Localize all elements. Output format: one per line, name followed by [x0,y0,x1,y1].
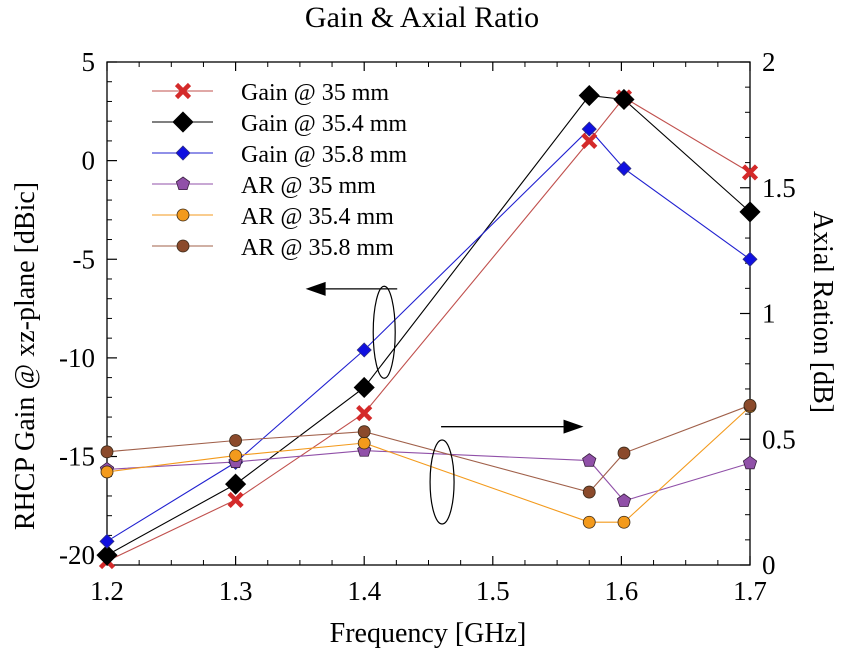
x-tick-label: 1.6 [605,576,639,606]
data-point-series-4 [617,515,631,529]
data-point-series-0 [741,164,759,181]
data-point-series-2 [616,160,632,177]
legend-marker-3 [175,176,191,191]
data-point-series-5 [357,425,371,439]
data-point-series-1 [353,376,375,399]
legend-label-0: Gain @ 35 mm [241,80,389,106]
y-tick-label: 0 [82,146,96,176]
data-point-series-2 [356,342,372,358]
x-tick-label: 1.7 [733,576,767,606]
annotation-ellipse-gain [372,285,396,379]
data-point-series-4 [229,449,243,462]
data-point-series-5 [100,445,114,459]
legend-marker-4 [176,208,190,222]
y2-tick-label: 1 [762,299,776,329]
annotation-ellipse-ar [429,439,455,525]
y-tick-label: -15 [59,442,95,472]
data-point-series-1 [613,88,635,111]
data-point-series-5 [743,398,757,412]
legend-marker-1 [172,111,194,133]
data-point-series-0 [356,405,373,422]
data-point-series-4 [357,436,371,450]
series-line-3 [106,450,751,502]
legend-marker-5 [176,239,190,253]
plot-frame [106,61,751,566]
data-point-series-1 [739,201,761,223]
x-tick-label: 1.2 [90,576,124,606]
y-tick-label: 5 [82,47,96,77]
y-axis-label: RHCP Gain @ xz-plane [dBic] [10,182,41,530]
data-point-series-4 [582,515,596,529]
x-tick-label: 1.4 [347,576,381,606]
annotation-arrowhead-right [563,419,584,434]
x-axis-label: Frequency [GHz] [330,618,527,649]
data-point-series-5 [582,485,596,499]
data-point-series-0 [581,132,598,149]
legend-label-2: Gain @ 35.8 mm [241,142,407,168]
y2-tick-label: 0.5 [762,424,796,454]
legend-label-5: AR @ 35.8 mm [241,235,394,261]
data-point-series-3 [582,453,597,467]
data-point-series-2 [742,251,758,267]
series-line-5 [106,404,751,493]
annotation-arrowhead-left [305,281,326,296]
data-point-series-3 [742,455,758,470]
y2-tick-label: 2 [762,47,776,77]
data-point-series-0 [227,491,244,508]
chart-title: Gain & Axial Ratio [305,1,539,34]
data-point-series-3 [616,493,632,507]
legend-marker-2 [175,145,191,161]
data-point-series-1 [96,544,118,566]
legend-marker-0 [174,82,192,100]
data-point-series-4 [100,465,114,479]
series-line-2 [106,128,751,542]
y-tick-label: -10 [59,343,95,373]
data-point-series-5 [229,434,243,447]
x-tick-label: 1.5 [476,576,510,606]
y2-axis-label: Axial Ration [dB] [807,211,838,413]
series-line-0 [106,96,751,562]
legend-label-4: AR @ 35.4 mm [241,204,394,230]
data-point-series-2 [99,533,115,549]
data-point-series-1 [578,84,600,107]
x-tick-label: 1.3 [219,576,253,606]
legend-label-3: AR @ 35 mm [241,173,376,199]
data-point-series-5 [617,446,631,460]
legend-label-1: Gain @ 35.4 mm [241,111,407,137]
y2-tick-label: 0 [762,550,776,580]
y2-tick-label: 1.5 [762,173,796,203]
series-line-4 [106,406,751,523]
y-tick-label: -20 [59,540,95,570]
data-point-series-1 [225,473,247,495]
y-tick-label: -5 [73,244,96,274]
data-point-series-2 [581,121,597,137]
series-line-1 [106,94,751,556]
